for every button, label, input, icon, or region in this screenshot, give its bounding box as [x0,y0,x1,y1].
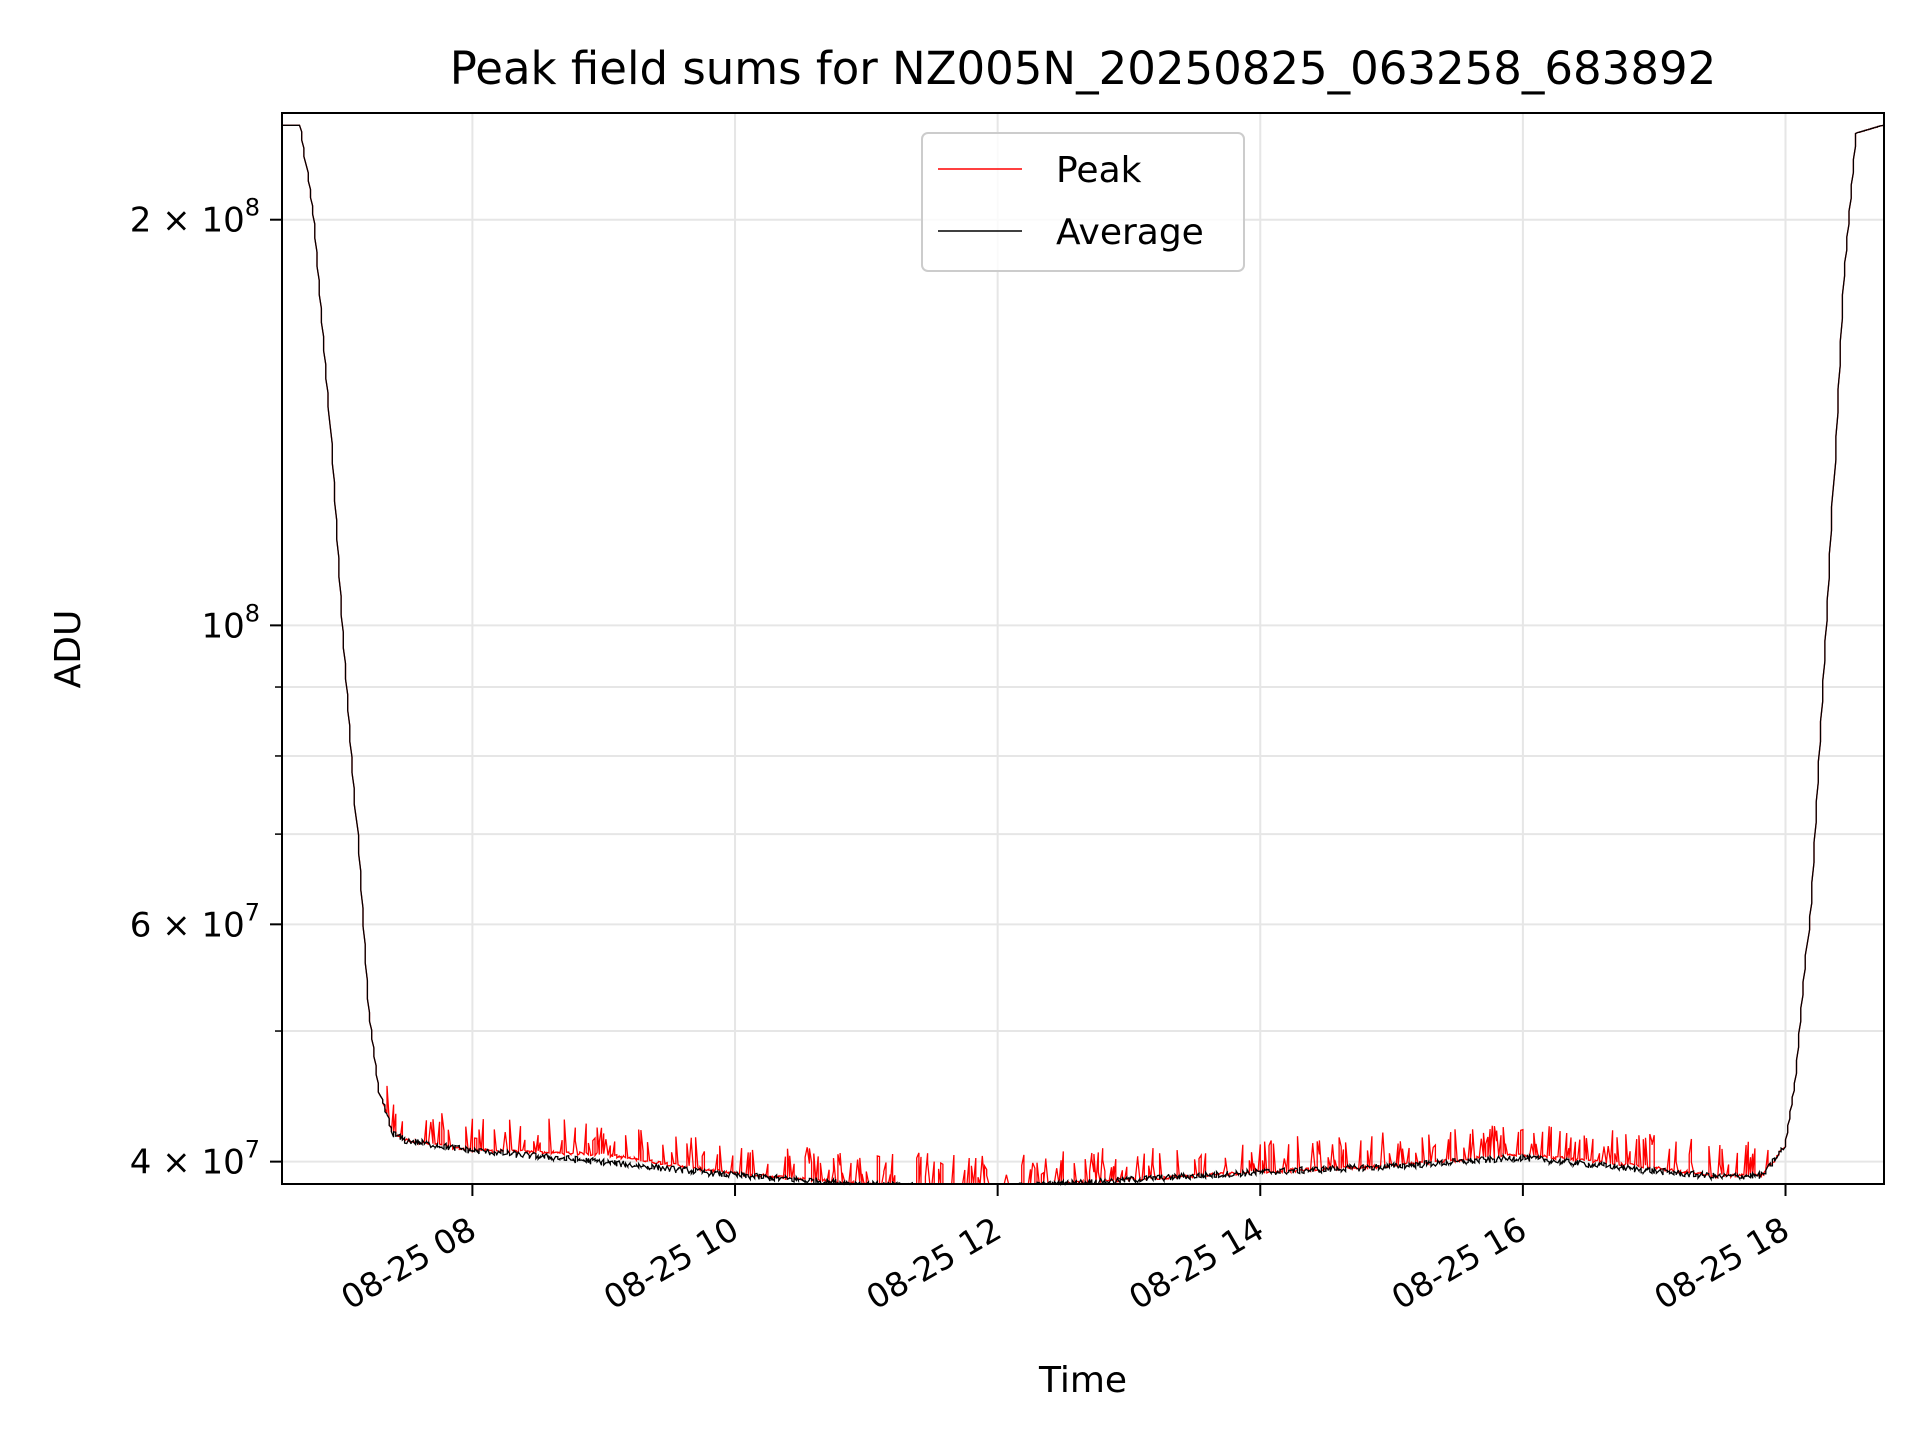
legend: Peak Average [921,132,1245,272]
legend-label-average: Average [1056,212,1204,253]
x-axis-label: Time [1038,1360,1127,1401]
chart-title: Peak field sums for NZ005N_20250825_0632… [450,42,1716,95]
plot-frame [281,112,1885,1185]
legend-box [921,132,1245,272]
y-axis-label: ADU [48,610,89,689]
y-tick-label: 4 × 107 [130,1136,260,1183]
series-layer [282,124,1885,1187]
y-tick-label: 6 × 107 [130,898,260,945]
y-tick-label: 2 × 108 [130,194,260,241]
legend-label-peak: Peak [1056,150,1142,191]
series-line-average [282,124,1885,1187]
y-tick-label: 108 [201,599,260,646]
series-line-peak [282,124,1885,1186]
